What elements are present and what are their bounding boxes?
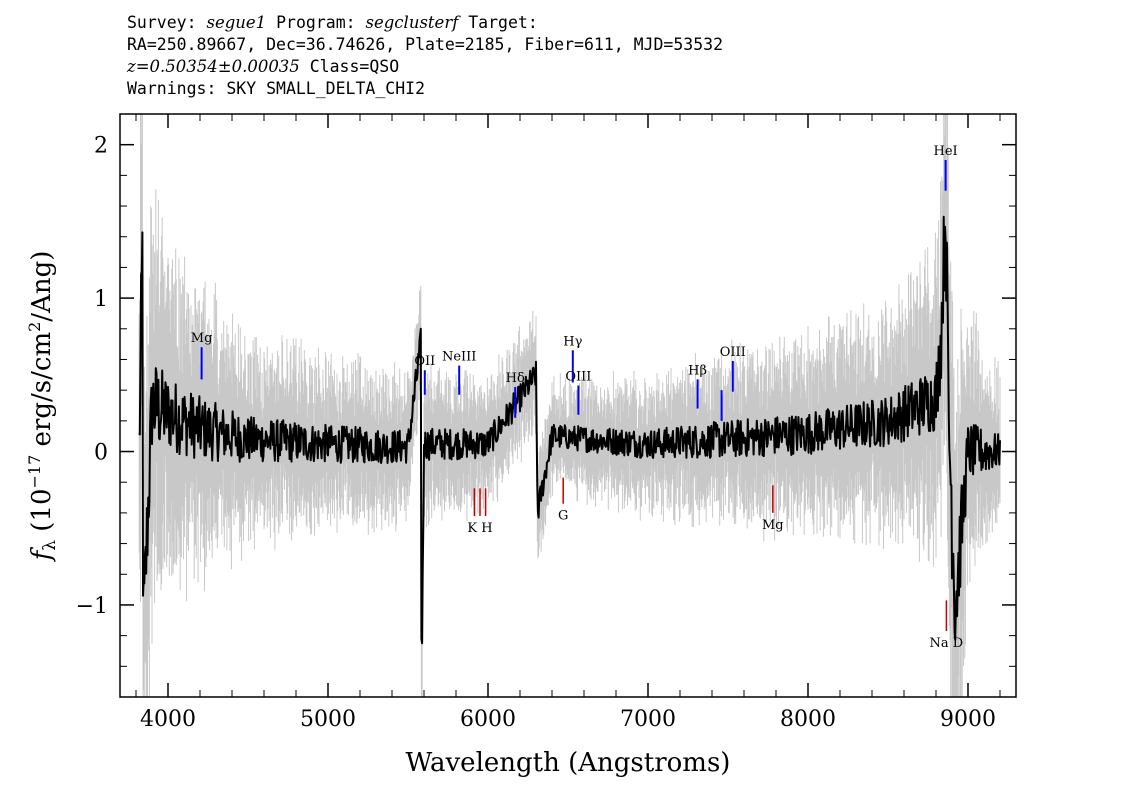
axis-ticks: 4000 5000 6000 7000 8000 9000 −1 0 1 2 (76, 113, 1016, 732)
x-tick-label: 7000 (620, 707, 676, 732)
absorption-line-label: Na D (930, 636, 964, 651)
survey-value: segue1 (206, 13, 267, 32)
emission-line-label: NeIII (442, 350, 476, 365)
redshift-value: z=0.50354±0.00035 (127, 57, 300, 76)
plot-header: Survey: segue1 Program: segclusterf Targ… (127, 12, 723, 100)
plot-frame (119, 113, 1017, 698)
x-tick-label: 6000 (460, 707, 516, 732)
program-value: segclusterf (365, 13, 459, 32)
absorption-line-label: K H (467, 521, 492, 536)
error-trace (138, 114, 1001, 697)
y-tick-label: −1 (76, 594, 108, 619)
y-tick-label: 1 (94, 287, 108, 312)
y-tick-label: 2 (94, 134, 108, 159)
emission-line-label: Hγ (563, 334, 582, 349)
header-line-coordinates: RA=250.89667, Dec=36.74626, Plate=2185, … (127, 35, 724, 54)
x-axis-title: Wavelength (Angstroms) (406, 748, 731, 778)
x-tick-label: 9000 (940, 707, 996, 732)
x-tick-label: 4000 (140, 707, 196, 732)
error-spectrum (138, 114, 1001, 697)
class-value: Class=QSO (299, 57, 400, 76)
absorption-line-label: Mg (762, 518, 784, 533)
emission-line-label: OII (414, 354, 435, 369)
flux-trace (138, 215, 1001, 645)
header-line-survey: Survey: segue1 Program: segclusterf Targ… (127, 12, 723, 34)
header-line-warnings: Warnings: SKY SMALL_DELTA_CHI2 (127, 79, 426, 98)
emission-line-label: OIII (720, 345, 746, 360)
x-tick-label: 5000 (300, 707, 356, 732)
header-line-redshift: z=0.50354±0.00035 Class=QSO (127, 56, 723, 78)
emission-line-label: Mg (191, 331, 213, 346)
flux-spectrum (138, 215, 1001, 645)
spectral-line-markers: Mg OII NeIII Hδ Hγ OIII Hβ OIII HeI K H G Mg Na D (191, 144, 963, 651)
program-label: Program: (266, 13, 366, 32)
target-label: Target: (458, 13, 538, 32)
y-tick-label: 0 (94, 441, 108, 466)
emission-line-label: Hβ (688, 363, 707, 378)
emission-line-label: HeI (934, 144, 958, 159)
absorption-line-label: G (558, 509, 568, 524)
survey-label: Survey: (127, 13, 207, 32)
emission-line-label: Hδ (506, 371, 525, 386)
x-tick-label: 8000 (780, 707, 836, 732)
emission-line-label: OIII (565, 370, 591, 385)
y-axis-title: fλ (10−17 erg/s/cm2/Ang) (25, 251, 60, 563)
